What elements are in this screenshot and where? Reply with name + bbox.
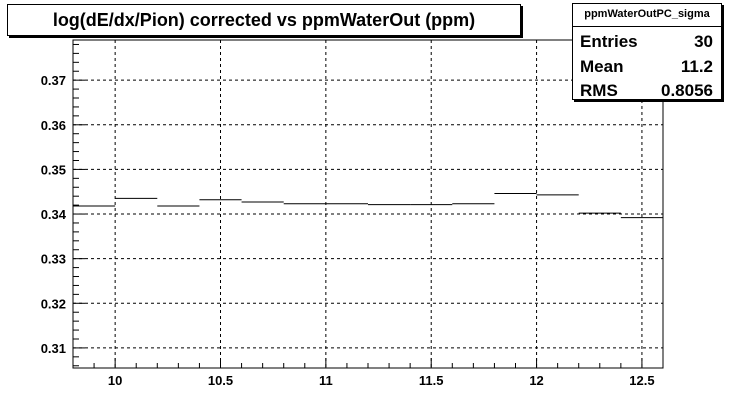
stats-label: Entries [580,32,638,51]
y-tick-label: 0.33 [41,252,66,267]
title-box: log(dE/dx/Pion) corrected vs ppmWaterOut… [7,4,521,36]
stats-name: ppmWaterOutPC_sigma [573,4,721,27]
x-tick-label: 10.5 [208,373,233,388]
y-tick-label: 0.36 [41,118,66,133]
stats-label: RMS [580,81,618,100]
stats-label: Mean [580,57,624,76]
x-tick-label: 11 [319,373,333,388]
y-tick-label: 0.34 [41,207,67,222]
grid-lines [73,40,663,368]
x-tick-label: 11.5 [419,373,444,388]
stats-row-entries: Entries 30 [580,31,713,53]
stats-value: 30 [694,32,713,51]
x-tick-label: 12 [529,373,543,388]
histogram-bins [73,193,663,219]
stats-value: 11.2 [680,57,713,76]
stats-value: 0.8056 [661,81,713,100]
x-tick-label: 12.5 [629,373,654,388]
y-tick-label: 0.32 [41,296,66,311]
chart-title: log(dE/dx/Pion) corrected vs ppmWaterOut… [52,9,476,30]
x-tick-label: 10 [108,373,122,388]
stats-row-mean: Mean 11.2 [580,56,713,78]
y-tick-label: 0.35 [41,162,66,177]
stats-row-rms: RMS 0.8056 [580,80,713,102]
stats-box: ppmWaterOutPC_sigma Entries 30 Mean 11.2… [572,3,722,100]
tick-labels: 10 10.5 11 11.5 12 12.5 0.31 0.32 0.33 0.34 0.35 0.… [41,73,655,388]
axis-ticks [72,43,664,368]
y-tick-label: 0.37 [41,73,66,88]
y-tick-label: 0.31 [41,341,66,356]
